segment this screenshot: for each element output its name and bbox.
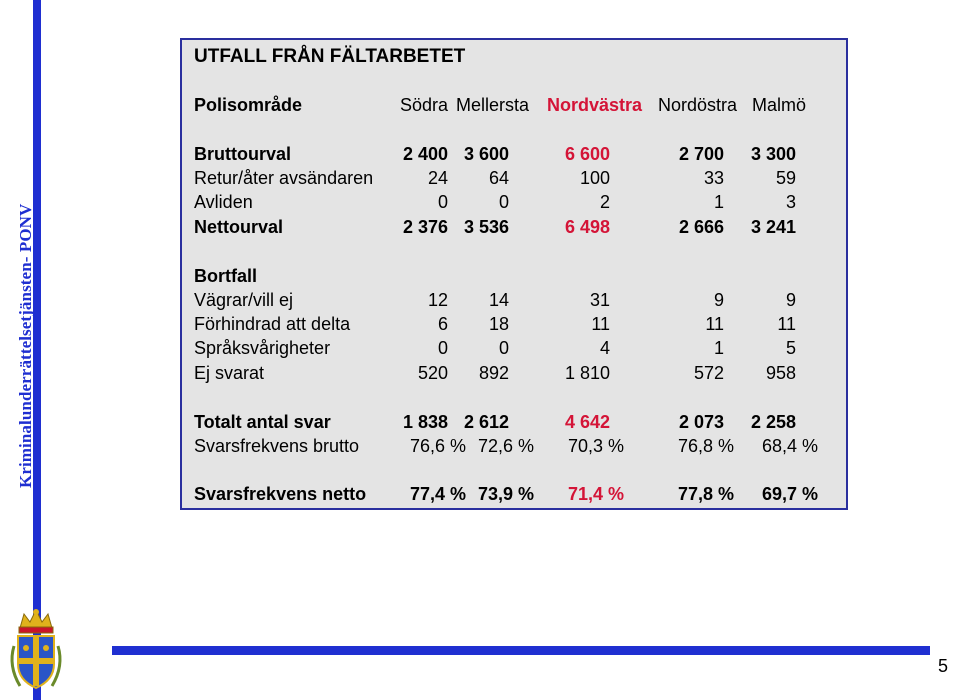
value-cell: 2 700 [678, 144, 724, 164]
value-cell: 4 642 [564, 412, 610, 432]
value-cell: 6 [437, 314, 448, 334]
value-cell: 0 [498, 192, 509, 212]
value-cell: 18 [488, 314, 509, 334]
row-label: Vägrar/vill ej [194, 290, 294, 310]
row-label: Svarsfrekvens netto [194, 484, 367, 504]
value-cell: 958 [765, 363, 796, 383]
value-cell: 11 [777, 314, 796, 334]
value-cell: 2 666 [678, 217, 724, 237]
value-cell: 77,4 % [409, 484, 466, 504]
table-row-vagrar: Vägrar/vill ej 12 14 31 9 9 [182, 290, 846, 314]
value-cell: 9 [713, 290, 724, 310]
table-row-brutto: Svarsfrekvens brutto 76,6 % 72,6 % 70,3 % 76… [182, 436, 846, 460]
value-cell: 70,3 % [567, 436, 624, 456]
value-cell: 572 [693, 363, 724, 383]
value-cell: 3 536 [463, 217, 509, 237]
table-row-sprak: Språksvårigheter 0 0 4 1 5 [182, 338, 846, 362]
row-label: Förhindrad att delta [194, 314, 351, 334]
value-cell: 11 [705, 314, 724, 334]
value-cell: 76,6 % [409, 436, 466, 456]
row-label: Språksvårigheter [194, 338, 331, 358]
value-cell: 1 838 [402, 412, 448, 432]
row-label: Ej svarat [194, 363, 265, 383]
value-cell: 68,4 % [761, 436, 818, 456]
area-nordvastra: Nordvästra [547, 95, 643, 115]
value-cell: 6 498 [564, 217, 610, 237]
value-cell: 2 400 [402, 144, 448, 164]
value-cell: 24 [427, 168, 448, 188]
value-cell: 71,4 % [567, 484, 624, 504]
value-cell: 2 [599, 192, 610, 212]
value-cell: 1 810 [564, 363, 610, 383]
value-cell: 72,6 % [477, 436, 534, 456]
value-cell: 0 [437, 338, 448, 358]
table-row-bortfall: Bortfall [182, 266, 846, 290]
row-label: Retur/åter avsändaren [194, 168, 374, 188]
table-row-ej-svarat: Ej svarat 520 892 1 810 572 958 [182, 363, 846, 387]
value-cell: 892 [478, 363, 509, 383]
table-row-nettourval: Nettourval 2 376 3 536 6 498 2 666 3 241 [182, 217, 846, 241]
table-row-forhindrad: Förhindrad att delta 6 18 11 11 11 [182, 314, 846, 338]
table-row-retur: Retur/åter avsändaren 24 64 100 33 59 [182, 168, 846, 192]
header-row: Polisområde Södra Mellersta Nordvästra N… [182, 95, 846, 119]
value-cell: 3 [785, 192, 796, 212]
value-cell: 59 [775, 168, 796, 188]
value-cell: 2 073 [678, 412, 724, 432]
value-cell: 4 [599, 338, 610, 358]
value-cell: 3 600 [463, 144, 509, 164]
page-number: 5 [938, 656, 949, 676]
value-cell: 33 [703, 168, 724, 188]
value-cell: 520 [417, 363, 448, 383]
results-panel: UTFALL FRÅN FÄLTARBETET Polisområde Södr… [180, 38, 848, 510]
area-mellersta: Mellersta [456, 95, 530, 115]
value-cell: 2 376 [402, 217, 448, 237]
value-cell: 77,8 % [677, 484, 734, 504]
bottom-accent-bar [112, 646, 930, 655]
slide-title: UTFALL FRÅN FÄLTARBETET [194, 46, 466, 67]
table-row-bruttourval: Bruttourval 2 400 3 600 6 600 2 700 3 300 [182, 144, 846, 168]
value-cell: 31 [589, 290, 610, 310]
value-cell: 1 [713, 338, 724, 358]
header-label: Polisområde [194, 95, 303, 115]
row-label: Nettourval [194, 217, 284, 237]
table-row-totalt: Totalt antal svar 1 838 2 612 4 642 2 073 2 2… [182, 412, 846, 436]
row-label: Avliden [194, 192, 253, 212]
value-cell: 5 [785, 338, 796, 358]
left-accent-bar [33, 0, 41, 700]
value-cell: 9 [785, 290, 796, 310]
value-cell: 3 241 [750, 217, 796, 237]
area-malmo: Malmö [752, 95, 807, 115]
area-sodra: Södra [400, 95, 449, 115]
value-cell: 2 612 [463, 412, 509, 432]
value-cell: 14 [488, 290, 509, 310]
value-cell: 0 [437, 192, 448, 212]
row-label: Bruttourval [194, 144, 292, 164]
value-cell: 1 [713, 192, 724, 212]
police-crest-icon [10, 608, 62, 690]
value-cell: 6 600 [564, 144, 610, 164]
row-label: Totalt antal svar [194, 412, 331, 432]
value-cell: 64 [488, 168, 509, 188]
value-cell: 100 [579, 168, 610, 188]
vertical-org-title: Kriminalunderrättelsetjänsten- PONV [16, 203, 35, 488]
value-cell: 69,7 % [761, 484, 818, 504]
value-cell: 73,9 % [477, 484, 534, 504]
value-cell: 76,8 % [677, 436, 734, 456]
area-nordostra: Nordöstra [658, 95, 738, 115]
value-cell: 3 300 [750, 144, 796, 164]
table-row-netto: Svarsfrekvens netto 77,4 % 73,9 % 71,4 % 77,… [182, 484, 846, 508]
value-cell: 2 258 [750, 412, 796, 432]
row-label: Svarsfrekvens brutto [194, 436, 360, 456]
table-row-avliden: Avliden 0 0 2 1 3 [182, 192, 846, 216]
row-label: Bortfall [194, 266, 257, 286]
value-cell: 0 [498, 338, 509, 358]
value-cell: 12 [427, 290, 448, 310]
value-cell: 11 [591, 314, 610, 334]
